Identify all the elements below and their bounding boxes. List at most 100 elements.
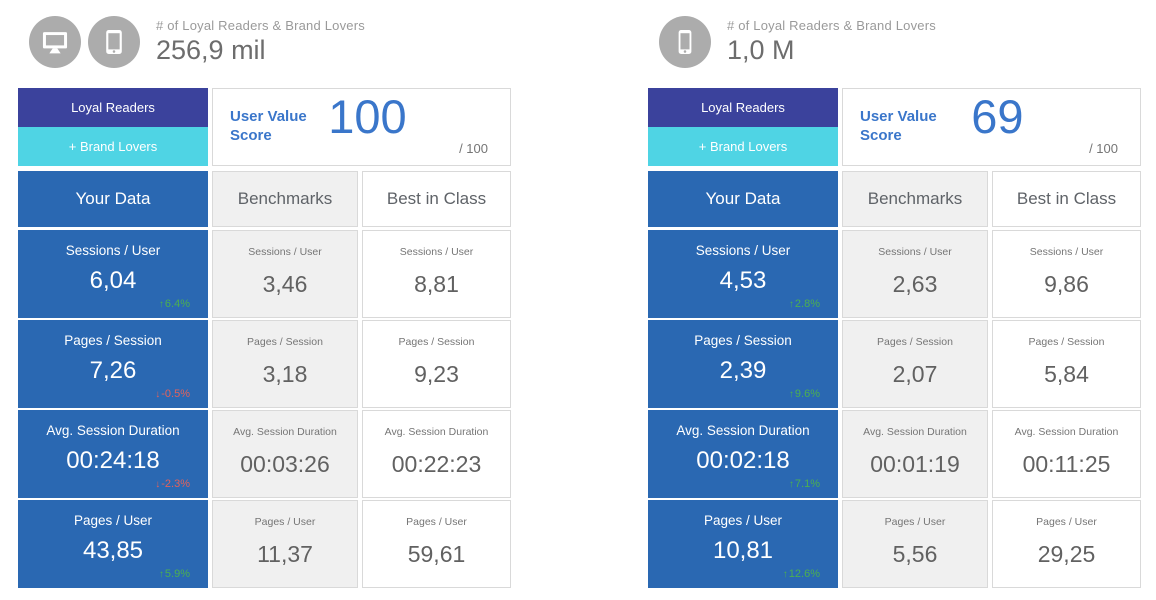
panel-total-value: 256,9 mil xyxy=(156,35,266,65)
trend-arrow-icon: ↓ xyxy=(155,389,161,400)
segment-tab-loyal-readers: Loyal Readers xyxy=(18,88,208,127)
metric-label: Pages / Session xyxy=(247,336,323,348)
delta-badge: ↓-2.3% xyxy=(155,478,190,490)
metric-label: Pages / User xyxy=(1036,516,1097,528)
metric-value: 9,86 xyxy=(1044,271,1089,297)
metric-value: 43,85 xyxy=(82,537,144,564)
delta-value: 2.8% xyxy=(794,298,820,310)
score-label: User Value Score xyxy=(860,108,937,144)
trend-arrow-icon: ↑ xyxy=(788,389,794,400)
delta-badge: ↓-0.5% xyxy=(155,388,190,400)
metric-value: 00:22:23 xyxy=(391,451,482,477)
metric-label: Pages / User xyxy=(73,513,153,528)
metric-label: Avg. Session Duration xyxy=(46,423,180,438)
segment-tabs: Loyal Readers + Brand Lovers xyxy=(648,88,838,166)
metric-value: 6,04 xyxy=(89,267,137,294)
segment-tab-brand-lovers: + Brand Lovers xyxy=(18,127,208,166)
metric-label: Sessions / User xyxy=(399,246,474,258)
delta-badge: ↑7.1% xyxy=(789,478,820,490)
panel-desktop-tablet: # of Loyal Readers & Brand Lovers 256,9 … xyxy=(18,16,511,590)
metric-label: Avg. Session Duration xyxy=(676,423,810,438)
metric-label: Pages / User xyxy=(406,516,467,528)
table-row: Avg. Session Duration 00:24:18 ↓-2.3% Av… xyxy=(18,410,511,498)
metric-value: 00:02:18 xyxy=(696,447,790,474)
benchmark-cell: Avg. Session Duration 00:03:26 xyxy=(212,410,358,498)
metric-label: Sessions / User xyxy=(878,246,952,258)
metric-value: 00:01:19 xyxy=(870,451,960,477)
metric-value: 59,61 xyxy=(407,541,466,567)
column-header-best-in-class: Best in Class xyxy=(362,171,511,227)
best-in-class-cell: Pages / Session 9,23 xyxy=(362,320,511,408)
score-value: 69 xyxy=(971,90,1024,143)
best-in-class-cell: Avg. Session Duration 00:11:25 xyxy=(992,410,1141,498)
metric-label: Pages / Session xyxy=(1028,336,1105,348)
score-label: User Value Score xyxy=(230,108,307,144)
metric-label: Avg. Session Duration xyxy=(863,426,967,438)
metric-label: Pages / Session xyxy=(398,336,475,348)
metric-value: 8,81 xyxy=(414,271,459,297)
best-in-class-cell: Sessions / User 8,81 xyxy=(362,230,511,318)
metric-label: Pages / User xyxy=(884,516,946,528)
delta-badge: ↑12.6% xyxy=(783,568,820,580)
delta-value: -0.5% xyxy=(161,388,190,400)
metric-label: Pages / User xyxy=(703,513,783,528)
metric-value: 4,53 xyxy=(719,267,767,294)
best-in-class-cell: Avg. Session Duration 00:22:23 xyxy=(362,410,511,498)
your-data-cell: Pages / Session 7,26 ↓-0.5% xyxy=(18,320,208,408)
trend-arrow-icon: ↑ xyxy=(782,569,788,580)
table-row: Sessions / User 4,53 ↑2.8% Sessions / Us… xyxy=(648,230,1141,318)
your-data-cell: Pages / User 43,85 ↑5.9% xyxy=(18,500,208,588)
best-in-class-cell: Sessions / User 9,86 xyxy=(992,230,1141,318)
best-in-class-cell: Pages / Session 5,84 xyxy=(992,320,1141,408)
metric-label: Sessions / User xyxy=(248,246,322,258)
delta-badge: ↑9.6% xyxy=(789,388,820,400)
table-row: Avg. Session Duration 00:02:18 ↑7.1% Avg… xyxy=(648,410,1141,498)
your-data-cell: Pages / User 10,81 ↑12.6% xyxy=(648,500,838,588)
delta-value: 12.6% xyxy=(788,568,820,580)
metric-label: Sessions / User xyxy=(1029,246,1104,258)
panel-total-value: 1,0 M xyxy=(727,35,795,65)
metric-label: Avg. Session Duration xyxy=(384,426,489,438)
metric-value: 5,84 xyxy=(1044,361,1089,387)
table-row: Pages / User 10,81 ↑12.6% Pages / User 5… xyxy=(648,500,1141,588)
desktop-icon xyxy=(29,16,81,68)
metric-value: 29,25 xyxy=(1037,541,1096,567)
panel-title: # of Loyal Readers & Brand Lovers xyxy=(156,18,365,33)
your-data-cell: Pages / Session 2,39 ↑9.6% xyxy=(648,320,838,408)
score-value: 100 xyxy=(328,90,407,143)
delta-value: 5.9% xyxy=(164,568,190,580)
column-header-benchmarks: Benchmarks xyxy=(212,171,358,227)
delta-badge: ↑6.4% xyxy=(159,298,190,310)
best-in-class-cell: Pages / User 59,61 xyxy=(362,500,511,588)
your-data-cell: Avg. Session Duration 00:02:18 ↑7.1% xyxy=(648,410,838,498)
benchmark-cell: Pages / User 11,37 xyxy=(212,500,358,588)
column-header-benchmarks: Benchmarks xyxy=(842,171,988,227)
metric-value: 00:11:25 xyxy=(1022,451,1111,477)
table-row: Sessions / User 6,04 ↑6.4% Sessions / Us… xyxy=(18,230,511,318)
column-header-best-in-class: Best in Class xyxy=(992,171,1141,227)
delta-badge: ↑2.8% xyxy=(789,298,820,310)
table-row: Pages / User 43,85 ↑5.9% Pages / User 11… xyxy=(18,500,511,588)
metric-value: 7,26 xyxy=(89,357,137,384)
trend-arrow-icon: ↑ xyxy=(788,479,794,490)
your-data-cell: Sessions / User 4,53 ↑2.8% xyxy=(648,230,838,318)
trend-arrow-icon: ↑ xyxy=(788,299,794,310)
metric-label: Pages / Session xyxy=(64,333,162,348)
segment-tab-loyal-readers: Loyal Readers xyxy=(648,88,838,127)
segment-tabs: Loyal Readers + Brand Lovers xyxy=(18,88,208,166)
user-value-score-card: User Value Score 69 / 100 xyxy=(842,88,1141,166)
metric-value: 11,37 xyxy=(257,541,313,567)
user-value-score-card: User Value Score 100 / 100 xyxy=(212,88,511,166)
metric-label: Avg. Session Duration xyxy=(233,426,337,438)
delta-value: 9.6% xyxy=(794,388,820,400)
your-data-cell: Avg. Session Duration 00:24:18 ↓-2.3% xyxy=(18,410,208,498)
metric-label: Avg. Session Duration xyxy=(1014,426,1119,438)
panel-header-text: # of Loyal Readers & Brand Lovers 1,0 M xyxy=(727,18,936,66)
panel-mobile: # of Loyal Readers & Brand Lovers 1,0 M … xyxy=(648,16,1141,590)
metric-value: 3,18 xyxy=(262,361,308,387)
trend-arrow-icon: ↑ xyxy=(158,569,164,580)
trend-arrow-icon: ↑ xyxy=(158,299,164,310)
benchmark-cell: Pages / Session 2,07 xyxy=(842,320,988,408)
metric-label: Sessions / User xyxy=(695,243,791,258)
metric-label: Sessions / User xyxy=(65,243,161,258)
